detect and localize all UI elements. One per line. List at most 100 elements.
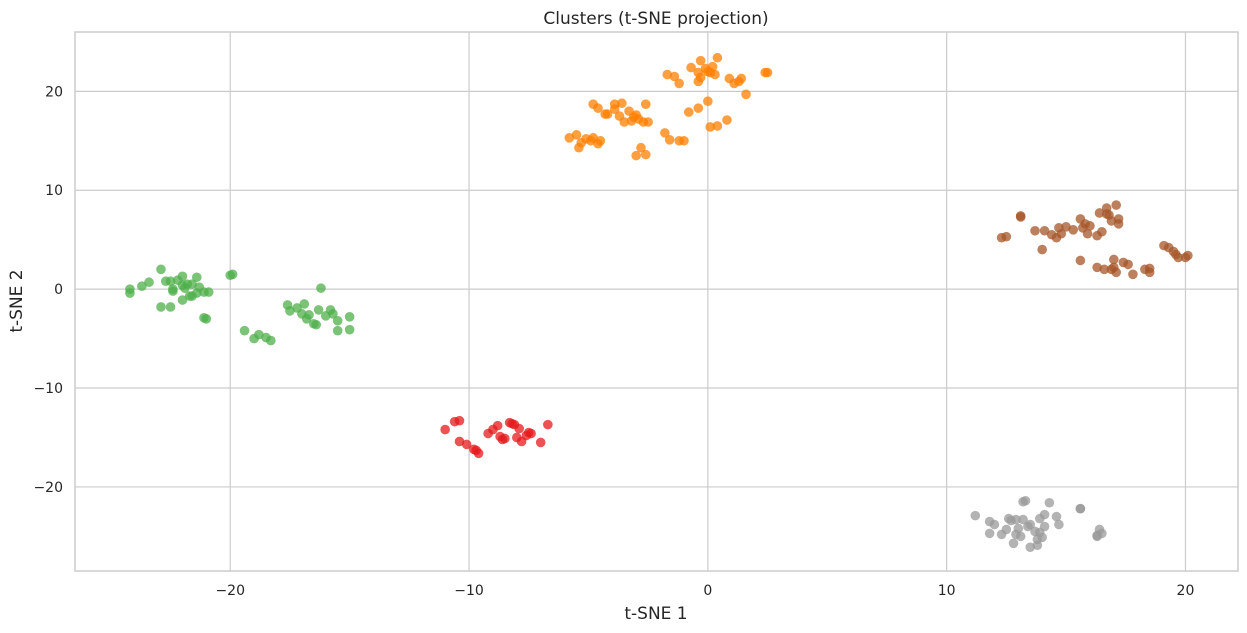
scatter-point [571,130,582,140]
scatter-point [631,150,642,161]
scatter-point [543,419,553,430]
scatter-point [1092,531,1102,542]
scatter-point [1183,250,1193,261]
scatter-point [989,519,1000,530]
scatter-point [177,280,188,290]
scatter-point [1008,538,1019,549]
scatter-point [1039,521,1050,532]
scatter-point [1030,225,1040,236]
scatter-point [686,62,696,73]
scatter-point [617,98,627,109]
scatter-point [299,299,310,309]
grid [75,32,1238,571]
scatter-point [328,309,338,319]
scatter-point [177,271,188,282]
cluster-series-0 [564,52,773,161]
scatter-point [144,277,154,288]
cluster-series-1 [996,200,1193,280]
x-tick-label: −20 [215,583,245,599]
scatter-point [593,103,603,113]
scatter-point [600,109,610,119]
scatter-point [1085,221,1095,231]
scatter-point [471,445,481,456]
scatter-point [1097,226,1107,237]
scatter-point [970,510,981,521]
scatter-point [316,283,326,293]
scatter-point [636,142,646,153]
scatter-point [705,122,716,132]
scatter-point [497,434,508,445]
x-tick-label: 20 [1177,583,1195,599]
scatter-point [266,335,276,346]
scatter-point [1109,262,1119,273]
y-tick-label: 20 [45,84,63,100]
scatter-point [1075,503,1086,514]
scatter-point [674,78,684,89]
scatter-point [1094,208,1105,218]
scatter-point [1113,219,1124,229]
y-tick-label: −10 [33,381,63,397]
scatter-point [1111,200,1122,210]
scatter-point [332,325,343,336]
scatter-point [203,287,214,297]
scatter-point [332,315,343,326]
scatter-point [191,272,202,283]
y-tick-labels: −20 −10 0 10 20 [33,84,63,496]
scatter-point [165,302,176,312]
scatter-point [1001,524,1012,535]
scatter-point [1082,228,1093,239]
chart-title: Clusters (t-SNE projection) [543,9,768,29]
scatter-point [156,302,166,312]
scatter-point [1075,255,1086,266]
scatter-point [626,116,637,126]
scatter-point [1037,244,1047,255]
scatter-point [703,96,713,107]
scatter-point [1128,269,1138,280]
scatter-point [712,52,723,63]
scatter-point [679,135,689,146]
scatter-point [1039,509,1050,520]
scatter-point [526,428,536,439]
scatter-point [1099,264,1110,275]
scatter-point [313,305,324,315]
scatter-point [695,72,706,83]
scatter-point [1101,209,1112,219]
x-axis-label: t-SNE 1 [624,604,687,624]
scatter-point [1032,534,1043,545]
scatter-point [514,423,524,434]
data-points [125,52,1193,553]
scatter-point [168,284,178,294]
x-tick-label: 10 [938,583,956,599]
scatter-point [664,135,675,145]
scatter-point [736,73,747,84]
scatter-point [1044,497,1055,508]
x-tick-label: −10 [454,583,484,599]
scatter-point [1039,225,1050,236]
scatter-point [239,325,250,336]
scatter-point [722,115,732,125]
scatter-point [1109,254,1119,265]
plot-background [75,32,1238,571]
scatter-point [137,281,147,291]
scatter-point [762,67,773,78]
scatter-point [683,107,694,117]
scatter-point [712,121,723,131]
scatter-point [344,312,355,322]
scatter-point [741,89,751,100]
scatter-point [703,66,713,77]
scatter-point [1056,228,1067,239]
scatter-point [440,424,450,435]
scatter-point [1123,259,1133,270]
scatter-point [609,104,620,114]
scatter-point [640,149,651,160]
scatter-point [1013,523,1024,534]
scatter-point [1025,519,1036,530]
scatter-point [225,270,236,281]
scatter-point [643,117,653,127]
scatter-point [184,291,195,301]
scatter-point [1015,531,1026,542]
x-tick-label: 0 [703,583,712,599]
scatter-point [1018,514,1028,525]
scatter-point [156,264,166,275]
scatter-point [595,135,606,146]
